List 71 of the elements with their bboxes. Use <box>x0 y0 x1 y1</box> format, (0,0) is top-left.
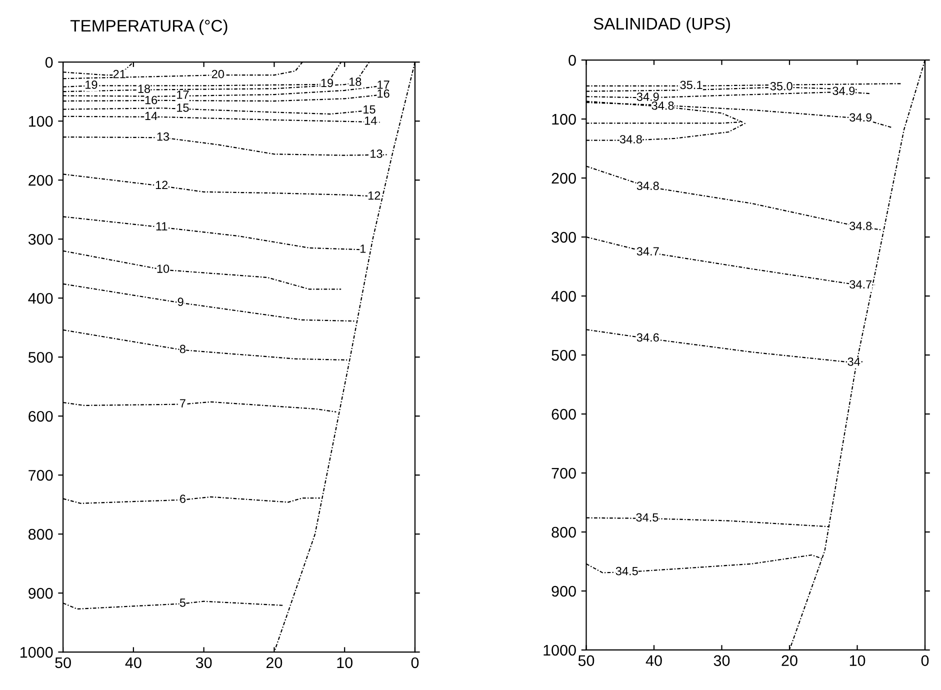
annotation: 34.8 <box>620 135 642 144</box>
annotation: 20 <box>212 70 224 78</box>
annotation: 34 <box>848 357 860 366</box>
annotation: 12 <box>156 180 168 190</box>
annotation: 10 <box>157 264 170 273</box>
annotation: 34.5 <box>616 566 638 576</box>
y-tick-label: 0 <box>568 54 576 66</box>
y-tick-label: 400 <box>551 290 576 302</box>
x-tick-label: 30 <box>196 657 212 668</box>
x-tick-label: 30 <box>714 655 730 666</box>
y-tick-label: 100 <box>552 114 576 125</box>
annotation: 14 <box>364 116 377 125</box>
annotation: 19 <box>86 80 98 89</box>
y-tick-label: 600 <box>28 410 53 422</box>
x-tick-label: 0 <box>411 657 419 668</box>
y-tick-label: 300 <box>28 234 53 245</box>
annotation: 18 <box>138 84 150 93</box>
x-tick-label: 20 <box>266 657 282 668</box>
y-tick-label: 500 <box>28 352 53 363</box>
annotation: 17 <box>177 90 189 99</box>
annotation: 34.9 <box>850 113 872 122</box>
annotation: 7 <box>180 399 186 408</box>
y-tick-label: 300 <box>552 232 576 243</box>
y-tick-label: 1000 <box>20 646 53 658</box>
x-tick-label: 40 <box>646 655 662 666</box>
y-tick-label: 800 <box>552 526 576 538</box>
y-tick-label: 900 <box>552 586 576 597</box>
annotation: 34.7 <box>636 247 659 256</box>
chart-title: TEMPERATURA (°C) <box>70 19 228 35</box>
annotation: 34.8 <box>850 222 872 230</box>
annotation: 34.9 <box>636 92 659 101</box>
y-tick-label: 1000 <box>544 644 576 656</box>
annotation: 8 <box>180 344 186 354</box>
annotation: 1 <box>360 244 366 253</box>
x-tick-label: 10 <box>337 657 352 668</box>
annotation: 34.6 <box>636 333 659 342</box>
x-tick-label: 50 <box>578 655 594 666</box>
x-tick-label: 0 <box>921 655 929 666</box>
y-tick-label: 200 <box>552 172 576 184</box>
annotation: 16 <box>145 96 158 104</box>
y-tick-label: 200 <box>28 174 53 186</box>
x-tick-label: 50 <box>55 657 71 668</box>
annotation: 15 <box>364 105 376 114</box>
chart-title: SALINIDAD (UPS) <box>594 17 730 33</box>
annotation: 6 <box>180 494 186 504</box>
annotation: 13 <box>157 132 170 141</box>
annotation: 34.8 <box>636 182 659 190</box>
y-tick-label: 700 <box>552 468 576 479</box>
annotation: 18 <box>349 78 362 86</box>
annotation: 16 <box>378 89 390 98</box>
y-tick-label: 100 <box>29 116 53 127</box>
y-tick-label: 400 <box>28 292 53 304</box>
annotation: 21 <box>113 70 126 78</box>
annotation: 13 <box>370 150 382 158</box>
y-tick-label: 0 <box>45 56 53 68</box>
x-tick-label: 10 <box>850 655 866 666</box>
y-tick-label: 700 <box>28 470 53 481</box>
annotation: 34.5 <box>636 513 658 522</box>
annotation: 9 <box>178 298 184 306</box>
x-tick-label: 40 <box>125 657 142 668</box>
annotation: 19 <box>321 78 334 88</box>
y-tick-label: 600 <box>552 408 576 420</box>
annotation: 15 <box>177 104 189 112</box>
y-tick-label: 500 <box>552 350 576 361</box>
y-tick-label: 800 <box>28 528 53 540</box>
annotation: 14 <box>145 112 158 120</box>
x-tick-label: 20 <box>782 655 798 666</box>
annotation: 12 <box>368 191 380 200</box>
y-tick-label: 900 <box>28 588 53 599</box>
annotation: 17 <box>378 80 390 89</box>
annotation: 11 <box>156 222 168 230</box>
